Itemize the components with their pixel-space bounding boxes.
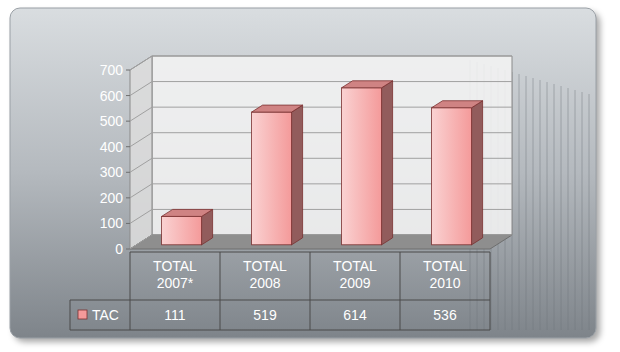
bar-top xyxy=(252,105,303,112)
tick-mark xyxy=(126,249,130,250)
photo-stripe xyxy=(533,78,534,330)
grid-line xyxy=(130,56,512,70)
photo-stripe xyxy=(582,92,583,330)
tick-mark xyxy=(126,197,130,198)
side-wall xyxy=(130,56,152,249)
table-value: 519 xyxy=(253,307,277,323)
bar-front xyxy=(162,216,202,244)
tick-mark xyxy=(126,172,130,173)
bar xyxy=(342,81,393,245)
bar xyxy=(252,105,303,245)
bar xyxy=(432,101,483,245)
table-value: 614 xyxy=(343,307,367,323)
photo-stripe xyxy=(547,82,548,330)
table-line xyxy=(70,330,490,331)
y-tick-label: 200 xyxy=(100,190,124,206)
y-tick-label: 500 xyxy=(100,113,124,129)
bar-top xyxy=(162,209,213,216)
category-line: TOTAL xyxy=(333,258,377,274)
bar-side xyxy=(472,101,483,245)
legend-label: TAC xyxy=(92,307,119,323)
chart-svg: 0100200300400500600700TOTAL2007*TOTAL200… xyxy=(0,0,620,352)
photo-stripe xyxy=(575,90,576,330)
table-value: 111 xyxy=(164,307,185,323)
table-line xyxy=(70,300,71,330)
bar-front xyxy=(252,112,292,245)
y-tick-label: 400 xyxy=(100,139,124,155)
y-tick-label: 700 xyxy=(100,62,124,78)
chart-container: 0100200300400500600700TOTAL2007*TOTAL200… xyxy=(0,0,620,352)
table-line xyxy=(130,252,131,330)
page: {"chart_data": {"type": "bar", "categori… xyxy=(0,0,620,352)
table-line xyxy=(220,252,221,330)
bar-top xyxy=(342,81,393,88)
photo-stripe xyxy=(589,94,590,330)
y-tick-label: 300 xyxy=(100,164,124,180)
category-line: 2009 xyxy=(339,275,370,291)
tick-mark xyxy=(126,121,130,122)
category-line: 2008 xyxy=(249,275,280,291)
table-line xyxy=(400,252,401,330)
table-line xyxy=(310,252,311,330)
bar-top xyxy=(432,101,483,108)
table-line xyxy=(70,300,490,301)
legend-swatch xyxy=(78,310,87,319)
category-line: 2010 xyxy=(429,275,460,291)
photo-stripe xyxy=(554,84,555,330)
category-label: TOTAL2009 xyxy=(333,258,377,291)
bar xyxy=(162,209,213,244)
tick-mark xyxy=(126,95,130,96)
table-value: 536 xyxy=(433,307,457,323)
bar-side xyxy=(382,81,393,245)
bar-front xyxy=(432,108,472,245)
table-line xyxy=(490,252,491,330)
frame-border xyxy=(10,8,596,338)
category-label: TOTAL2010 xyxy=(423,258,467,291)
tick-mark xyxy=(126,70,130,71)
tick-mark xyxy=(126,223,130,224)
marks xyxy=(162,81,483,245)
photo-stripe xyxy=(561,86,562,330)
grid-line xyxy=(130,82,512,96)
y-tick-label: 600 xyxy=(100,88,124,104)
photo-stripe xyxy=(526,76,527,330)
y-tick-label: 0 xyxy=(115,241,123,257)
frame xyxy=(10,8,596,338)
photo-stripe xyxy=(568,88,569,330)
tick-mark xyxy=(126,146,130,147)
bar-front xyxy=(342,88,382,245)
category-line: TOTAL xyxy=(153,258,197,274)
category-label: TOTAL2007* xyxy=(153,258,197,291)
category-line: TOTAL xyxy=(243,258,287,274)
bar-side xyxy=(292,105,303,245)
category-line: TOTAL xyxy=(423,258,467,274)
y-tick-label: 100 xyxy=(100,215,124,231)
photo-stripe xyxy=(519,74,520,330)
category-label: TOTAL2008 xyxy=(243,258,287,291)
category-line: 2007* xyxy=(157,275,194,291)
photo-stripe xyxy=(540,80,541,330)
